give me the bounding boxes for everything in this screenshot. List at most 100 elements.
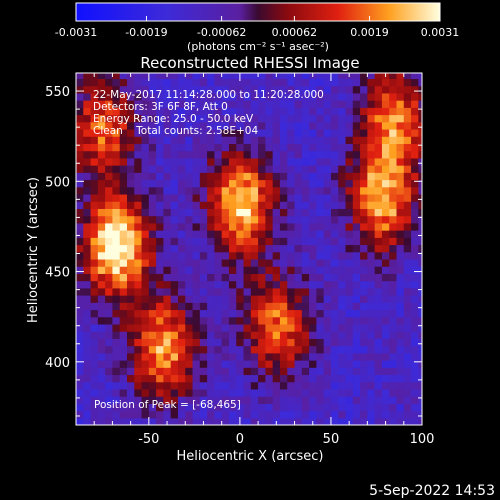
heatmap-cells	[76, 73, 422, 425]
heatmap-cell	[338, 417, 347, 425]
heatmap-cell	[228, 302, 237, 311]
heatmap-cell	[177, 396, 186, 404]
heatmap-cell	[90, 309, 99, 318]
heatmap-cell	[243, 360, 252, 368]
heatmap-cell	[418, 237, 422, 246]
heatmap-cell	[141, 374, 150, 383]
heatmap-cell	[83, 323, 92, 332]
heatmap-cell	[126, 121, 135, 130]
heatmap-cell	[163, 150, 172, 159]
heatmap-cell	[352, 287, 361, 296]
heatmap-cell	[83, 410, 92, 419]
heatmap-cell	[170, 73, 179, 80]
heatmap-cell	[141, 237, 150, 246]
heatmap-cell	[338, 73, 347, 80]
heatmap-cell	[221, 186, 230, 195]
heatmap-cell	[119, 230, 128, 238]
heatmap-cell	[265, 396, 274, 404]
heatmap-cell	[403, 193, 412, 202]
heatmap-cell	[170, 410, 179, 419]
heatmap-cell	[134, 85, 143, 94]
heatmap-cell	[250, 309, 259, 318]
heatmap-cell	[199, 251, 208, 260]
heatmap-cell	[236, 244, 245, 253]
heatmap-cell	[367, 100, 376, 108]
heatmap-cell	[97, 381, 106, 390]
heatmap-cell	[367, 193, 376, 202]
heatmap-cell	[228, 179, 237, 188]
heatmap-cell	[403, 352, 412, 361]
heatmap-cell	[323, 266, 332, 274]
heatmap-cell	[301, 367, 310, 376]
heatmap-cell	[330, 201, 339, 209]
heatmap-cell	[112, 244, 121, 253]
heatmap-cell	[236, 215, 245, 224]
heatmap-cell	[228, 295, 237, 303]
heatmap-cell	[185, 92, 194, 101]
heatmap-cell	[221, 85, 230, 94]
heatmap-cell	[177, 215, 186, 224]
heatmap-cell	[76, 388, 84, 397]
heatmap-cell	[148, 396, 157, 404]
heatmap-cell	[309, 244, 317, 253]
heatmap-cell	[126, 381, 135, 390]
heatmap-cell	[316, 388, 325, 397]
heatmap-cell	[207, 410, 215, 419]
heatmap-cell	[214, 208, 223, 217]
heatmap-cell	[105, 107, 114, 116]
heatmap-cell	[185, 302, 194, 311]
heatmap-cell	[119, 338, 128, 347]
heatmap-cell	[389, 338, 398, 347]
heatmap-cell	[418, 208, 422, 217]
heatmap-cell	[105, 410, 114, 419]
heatmap-cell	[345, 244, 354, 253]
heatmap-cell	[243, 258, 252, 267]
heatmap-cell	[134, 331, 143, 339]
heatmap-cell	[323, 136, 332, 144]
heatmap-cell	[192, 100, 201, 108]
heatmap-cell	[338, 128, 347, 137]
heatmap-cell	[309, 331, 317, 339]
heatmap-cell	[156, 345, 165, 354]
heatmap-cell	[199, 309, 208, 318]
heatmap-cell	[221, 410, 230, 419]
heatmap-cell	[411, 215, 419, 224]
heatmap-cell	[381, 136, 390, 144]
heatmap-cell	[177, 230, 186, 238]
heatmap-cell	[403, 403, 412, 412]
heatmap-cell	[309, 396, 317, 404]
heatmap-cell	[287, 273, 296, 282]
heatmap-cell	[221, 193, 230, 202]
heatmap-cell	[207, 92, 215, 101]
heatmap-cell	[403, 360, 412, 368]
heatmap-cell	[177, 186, 186, 195]
heatmap-cell	[258, 374, 266, 383]
heatmap-cell	[126, 374, 135, 383]
heatmap-cell	[279, 266, 288, 274]
heatmap-cell	[330, 237, 339, 246]
heatmap-cell	[170, 215, 179, 224]
heatmap-cell	[97, 222, 106, 231]
heatmap-cell	[214, 114, 223, 123]
heatmap-cell	[301, 323, 310, 332]
heatmap-cell	[105, 114, 114, 123]
heatmap-cell	[294, 360, 303, 368]
heatmap-cell	[352, 295, 361, 303]
heatmap-cell	[105, 244, 114, 253]
heatmap-cell	[170, 273, 179, 282]
heatmap-cell	[279, 92, 288, 101]
heatmap-cell	[199, 403, 208, 412]
heatmap-cell	[367, 316, 376, 325]
heatmap-cell	[381, 222, 390, 231]
heatmap-cell	[185, 345, 194, 354]
heatmap-cell	[185, 403, 194, 412]
heatmap-cell	[403, 114, 412, 123]
heatmap-cell	[105, 230, 114, 238]
heatmap-cell	[389, 367, 398, 376]
heatmap-cell	[97, 367, 106, 376]
heatmap-cell	[323, 215, 332, 224]
heatmap-cell	[83, 331, 92, 339]
heatmap-cell	[360, 222, 368, 231]
heatmap-cell	[221, 215, 230, 224]
heatmap-cell	[323, 388, 332, 397]
